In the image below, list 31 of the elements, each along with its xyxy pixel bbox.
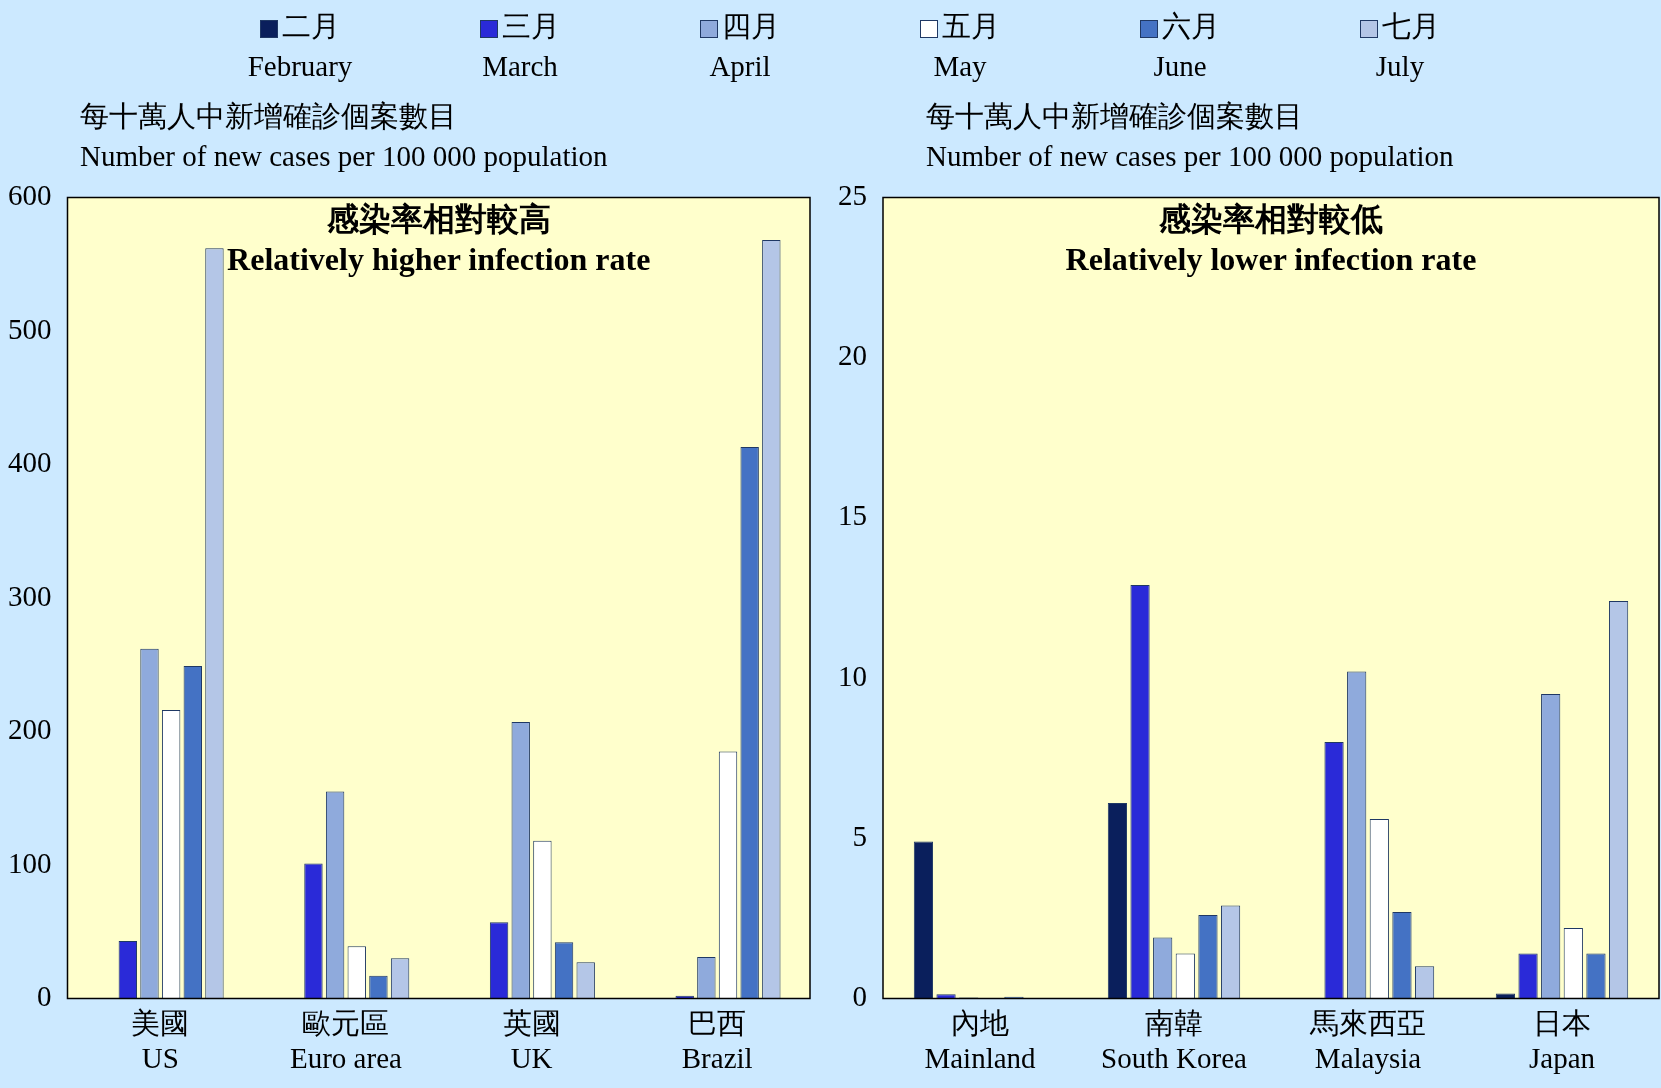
y-tick-label: 5 [852, 819, 867, 852]
x-tick-label: 日本 Japan [1528, 1007, 1596, 1075]
legend-label: 二月 February [246, 9, 354, 84]
y-tick-label: 500 [8, 312, 52, 345]
y-tick-label: 20 [838, 339, 867, 372]
x-tick-label: 馬來西亞 Malaysia [1309, 1007, 1426, 1075]
y-tick-label: 0 [852, 980, 867, 1013]
text: 感染率相對較低 Relatively lower infection rate [1065, 200, 1477, 277]
legend-label: 六月 June [1152, 9, 1221, 84]
x-tick-label: 南韓 South Korea [1101, 1007, 1248, 1075]
text: 感染率相對較高 Relatively higher infection rate [227, 200, 651, 277]
y-tick-label: 100 [8, 846, 52, 879]
legend-label: 三月 March [481, 9, 561, 84]
x-tick-label: 美國 US [131, 1007, 190, 1075]
x-tick-label: 內地 Mainland [924, 1007, 1037, 1075]
x-tick-label: 英國 UK [502, 1007, 561, 1075]
y-tick-label: 15 [838, 499, 867, 532]
y-tick-label: 300 [8, 579, 52, 612]
y-axis-title: 每十萬人中新增確診個案數目 Number of new cases per 100 000 population [80, 99, 608, 174]
y-tick-label: 200 [8, 713, 52, 746]
y-tick-label: 600 [8, 179, 52, 212]
y-tick-label: 400 [8, 446, 52, 479]
legend-label: 四月 April [708, 9, 781, 84]
y-tick-label: 0 [37, 980, 52, 1013]
y-tick-label: 10 [838, 659, 867, 692]
y-axis-title: 每十萬人中新增確診個案數目 Number of new cases per 100 000 population [926, 99, 1454, 174]
legend-label: 五月 May [932, 9, 1001, 84]
x-tick-label: 歐元區 Euro area [289, 1007, 403, 1075]
y-tick-label: 25 [838, 179, 867, 212]
legend-label: 七月 July [1374, 9, 1441, 84]
x-tick-label: 巴西 Brazil [681, 1007, 753, 1075]
